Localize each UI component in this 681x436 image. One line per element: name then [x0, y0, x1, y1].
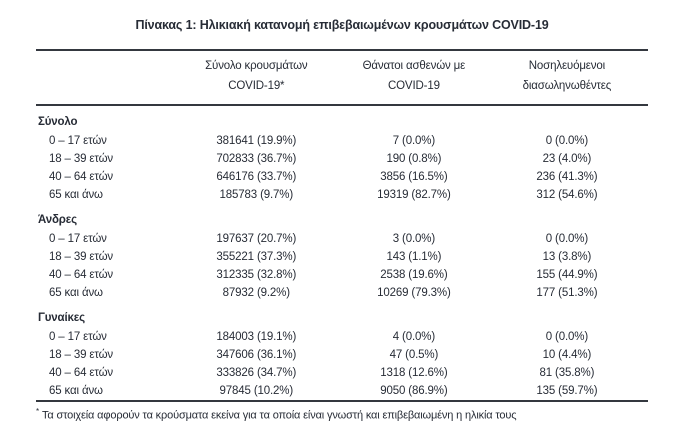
intubated-cell: 236 (41.3%): [536, 171, 598, 184]
section-row: Άνδρες: [36, 204, 648, 230]
deaths-cell: 2538 (19.6%): [380, 269, 448, 282]
cases-cell: 347606 (36.1%): [216, 349, 297, 362]
section-row: Γυναίκες: [36, 302, 648, 328]
cases-cell: 646176 (33.7%): [216, 171, 297, 184]
footnote: * Τα στοιχεία αφορούν τα κρούσματα εκείνα…: [36, 407, 648, 422]
intubated-cell: 155 (44.9%): [536, 269, 598, 282]
intubated-cell: 135 (59.7%): [536, 385, 598, 398]
section-label: Άνδρες: [38, 214, 77, 227]
header-row: Σύνολο κρουσμάτων COVID-19* Θάνατοι ασθε…: [36, 50, 648, 107]
deaths-cell: 3856 (16.5%): [380, 171, 448, 184]
intubated-cell: 0 (0.0%): [545, 135, 589, 148]
intubated-cell: 177 (51.3%): [536, 287, 598, 300]
deaths-cell: 9050 (86.9%): [380, 385, 448, 398]
cases-cell: 702833 (36.7%): [216, 153, 297, 166]
deaths-cell: 3 (0.0%): [392, 233, 436, 246]
deaths-cell: 4 (0.0%): [392, 331, 436, 344]
section-row: Σύνολο: [36, 105, 648, 132]
table-title: Πίνακας 1: Ηλικιακή κατανομή επιβεβαιωμέ…: [135, 18, 549, 32]
deaths-cell: 143 (1.1%): [386, 251, 442, 264]
age-group-label: 18 – 39 ετών: [49, 349, 113, 362]
cases-cell: 87932 (9.2%): [222, 287, 290, 300]
age-group-label: 40 – 64 ετών: [49, 367, 113, 380]
intubated-cell: 312 (54.6%): [536, 189, 598, 202]
age-group-label: 0 – 17 ετών: [49, 331, 107, 344]
intubated-cell: 13 (3.8%): [542, 251, 592, 264]
footnote-text: Τα στοιχεία αφορούν τα κρούσματα εκείνα …: [41, 409, 517, 422]
deaths-cell: 47 (0.5%): [389, 349, 439, 362]
table-row: 18 – 39 ετών 702833 (36.7%) 190 (0.8%) 23 (…: [36, 150, 648, 168]
age-group-label: 0 – 17 ετών: [49, 135, 107, 148]
table-header: Σύνολο κρουσμάτων COVID-19* Θάνατοι ασθε…: [36, 50, 648, 107]
cases-cell: 312335 (32.8%): [216, 269, 297, 282]
column-header-empty: [36, 50, 171, 107]
column-header-deaths: Θάνατοι ασθενών με COVID-19: [341, 50, 486, 107]
age-group-label: 18 – 39 ετών: [49, 153, 113, 166]
deaths-cell: 190 (0.8%): [386, 153, 442, 166]
section-label: Γυναίκες: [38, 312, 85, 325]
footnote-marker: *: [36, 407, 39, 417]
cases-cell: 97845 (10.2%): [219, 385, 294, 398]
cases-cell: 185783 (9.7%): [219, 189, 294, 202]
table-row: 65 και άνω 97845 (10.2%) 9050 (86.9%) 135 (…: [36, 382, 648, 401]
table-row: 0 – 17 ετών 197637 (20.7%) 3 (0.0%) 0 (0.0%…: [36, 230, 648, 248]
table-body: Σύνολο 0 – 17 ετών 381641 (19.9%) 7 (0.0%) 0…: [36, 105, 648, 401]
age-group-label: 40 – 64 ετών: [49, 171, 113, 184]
cases-cell: 381641 (19.9%): [216, 135, 297, 148]
cases-cell: 184003 (19.1%): [216, 331, 297, 344]
age-group-label: 0 – 17 ετών: [49, 233, 107, 246]
intubated-cell: 10 (4.4%): [542, 349, 592, 362]
table-row: 65 και άνω 87932 (9.2%) 10269 (79.3%) 177 (…: [36, 284, 648, 302]
cases-cell: 355221 (37.3%): [216, 251, 297, 264]
intubated-cell: 23 (4.0%): [542, 153, 592, 166]
age-group-label: 65 και άνω: [49, 189, 103, 202]
column-header-total-cases: Σύνολο κρουσμάτων COVID-19*: [170, 50, 342, 107]
deaths-cell: 7 (0.0%): [392, 135, 436, 148]
intubated-cell: 0 (0.0%): [545, 331, 589, 344]
table-row: 40 – 64 ετών 333826 (34.7%) 1318 (12.6%) 81…: [36, 364, 648, 382]
column-header-intubated: Νοσηλευόμενοι διασωληνωθέντες: [485, 50, 648, 107]
table-row: 0 – 17 ετών 381641 (19.9%) 7 (0.0%) 0 (0.0%…: [36, 132, 648, 150]
table-row: 18 – 39 ετών 347606 (36.1%) 47 (0.5%) 10 (4…: [36, 346, 648, 364]
cases-cell: 333826 (34.7%): [216, 367, 297, 380]
section-label: Σύνολο: [38, 116, 78, 129]
intubated-cell: 81 (35.8%): [539, 367, 595, 380]
table-row: 0 – 17 ετών 184003 (19.1%) 4 (0.0%) 0 (0.0%…: [36, 328, 648, 346]
intubated-cell: 0 (0.0%): [545, 233, 589, 246]
age-group-label: 40 – 64 ετών: [49, 269, 113, 282]
table-row: 40 – 64 ετών 312335 (32.8%) 2538 (19.6%) 15…: [36, 266, 648, 284]
table-row: 65 και άνω 185783 (9.7%) 19319 (82.7%) 312 …: [36, 186, 648, 204]
cases-cell: 197637 (20.7%): [216, 233, 297, 246]
age-group-label: 65 και άνω: [49, 385, 103, 398]
table-row: 40 – 64 ετών 646176 (33.7%) 3856 (16.5%) 23…: [36, 168, 648, 186]
age-group-label: 18 – 39 ετών: [49, 251, 113, 264]
table-row: 18 – 39 ετών 355221 (37.3%) 143 (1.1%) 13 (…: [36, 248, 648, 266]
deaths-cell: 19319 (82.7%): [377, 189, 451, 202]
deaths-cell: 1318 (12.6%): [380, 367, 448, 380]
covid-age-distribution-table: Σύνολο κρουσμάτων COVID-19* Θάνατοι ασθε…: [36, 49, 648, 403]
age-group-label: 65 και άνω: [49, 287, 103, 300]
deaths-cell: 10269 (79.3%): [377, 287, 451, 300]
